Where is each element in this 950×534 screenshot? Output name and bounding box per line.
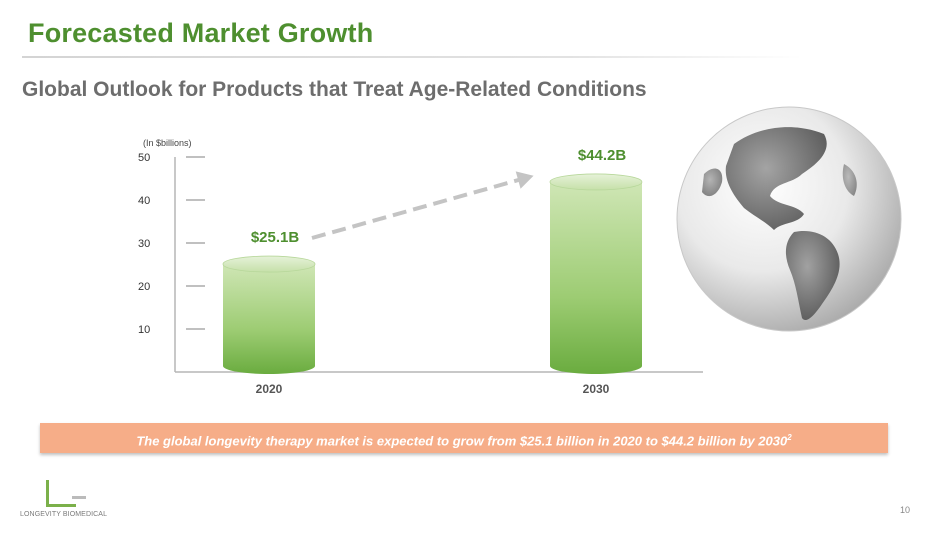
page-number: 10	[900, 505, 911, 515]
summary-banner: The global longevity therapy market is e…	[40, 423, 888, 453]
dashed-arrow-icon	[515, 171, 534, 189]
y-tick-label: 20	[138, 281, 150, 293]
data-label: $25.1B	[251, 229, 300, 246]
y-tick-label: 30	[138, 238, 150, 250]
title-divider	[22, 56, 802, 58]
page-subtitle: Global Outlook for Products that Treat A…	[22, 78, 647, 101]
logo-mark-accent	[72, 496, 86, 499]
summary-text: The global longevity therapy market is e…	[136, 433, 788, 449]
unit-label: (In $billions)	[143, 138, 192, 148]
y-tick-label: 50	[138, 152, 150, 164]
y-tick-label: 40	[138, 195, 150, 207]
bar-chart: (In $billions)10203040502020$25.1B2030$4…	[138, 138, 703, 396]
company-logo: LONGEVITY BIOMEDICAL	[20, 480, 120, 522]
data-label: $44.2B	[578, 147, 627, 164]
page-title: Forecasted Market Growth	[28, 18, 374, 48]
trend-arrow-line	[311, 177, 523, 240]
logo-mark-horizontal	[46, 504, 76, 507]
y-tick-label: 10	[138, 324, 150, 336]
logo-text: LONGEVITY BIOMEDICAL	[20, 511, 108, 518]
x-tick-label: 2020	[256, 382, 283, 396]
bar-cap-2030	[549, 173, 643, 191]
bar-2020	[223, 264, 315, 374]
footnote-marker: 2	[787, 433, 792, 442]
logo-mark-vertical	[46, 480, 49, 506]
x-tick-label: 2030	[583, 382, 610, 396]
bar-2030	[550, 181, 642, 374]
bar-cap-2020	[222, 255, 316, 273]
globe-icon	[676, 106, 902, 332]
